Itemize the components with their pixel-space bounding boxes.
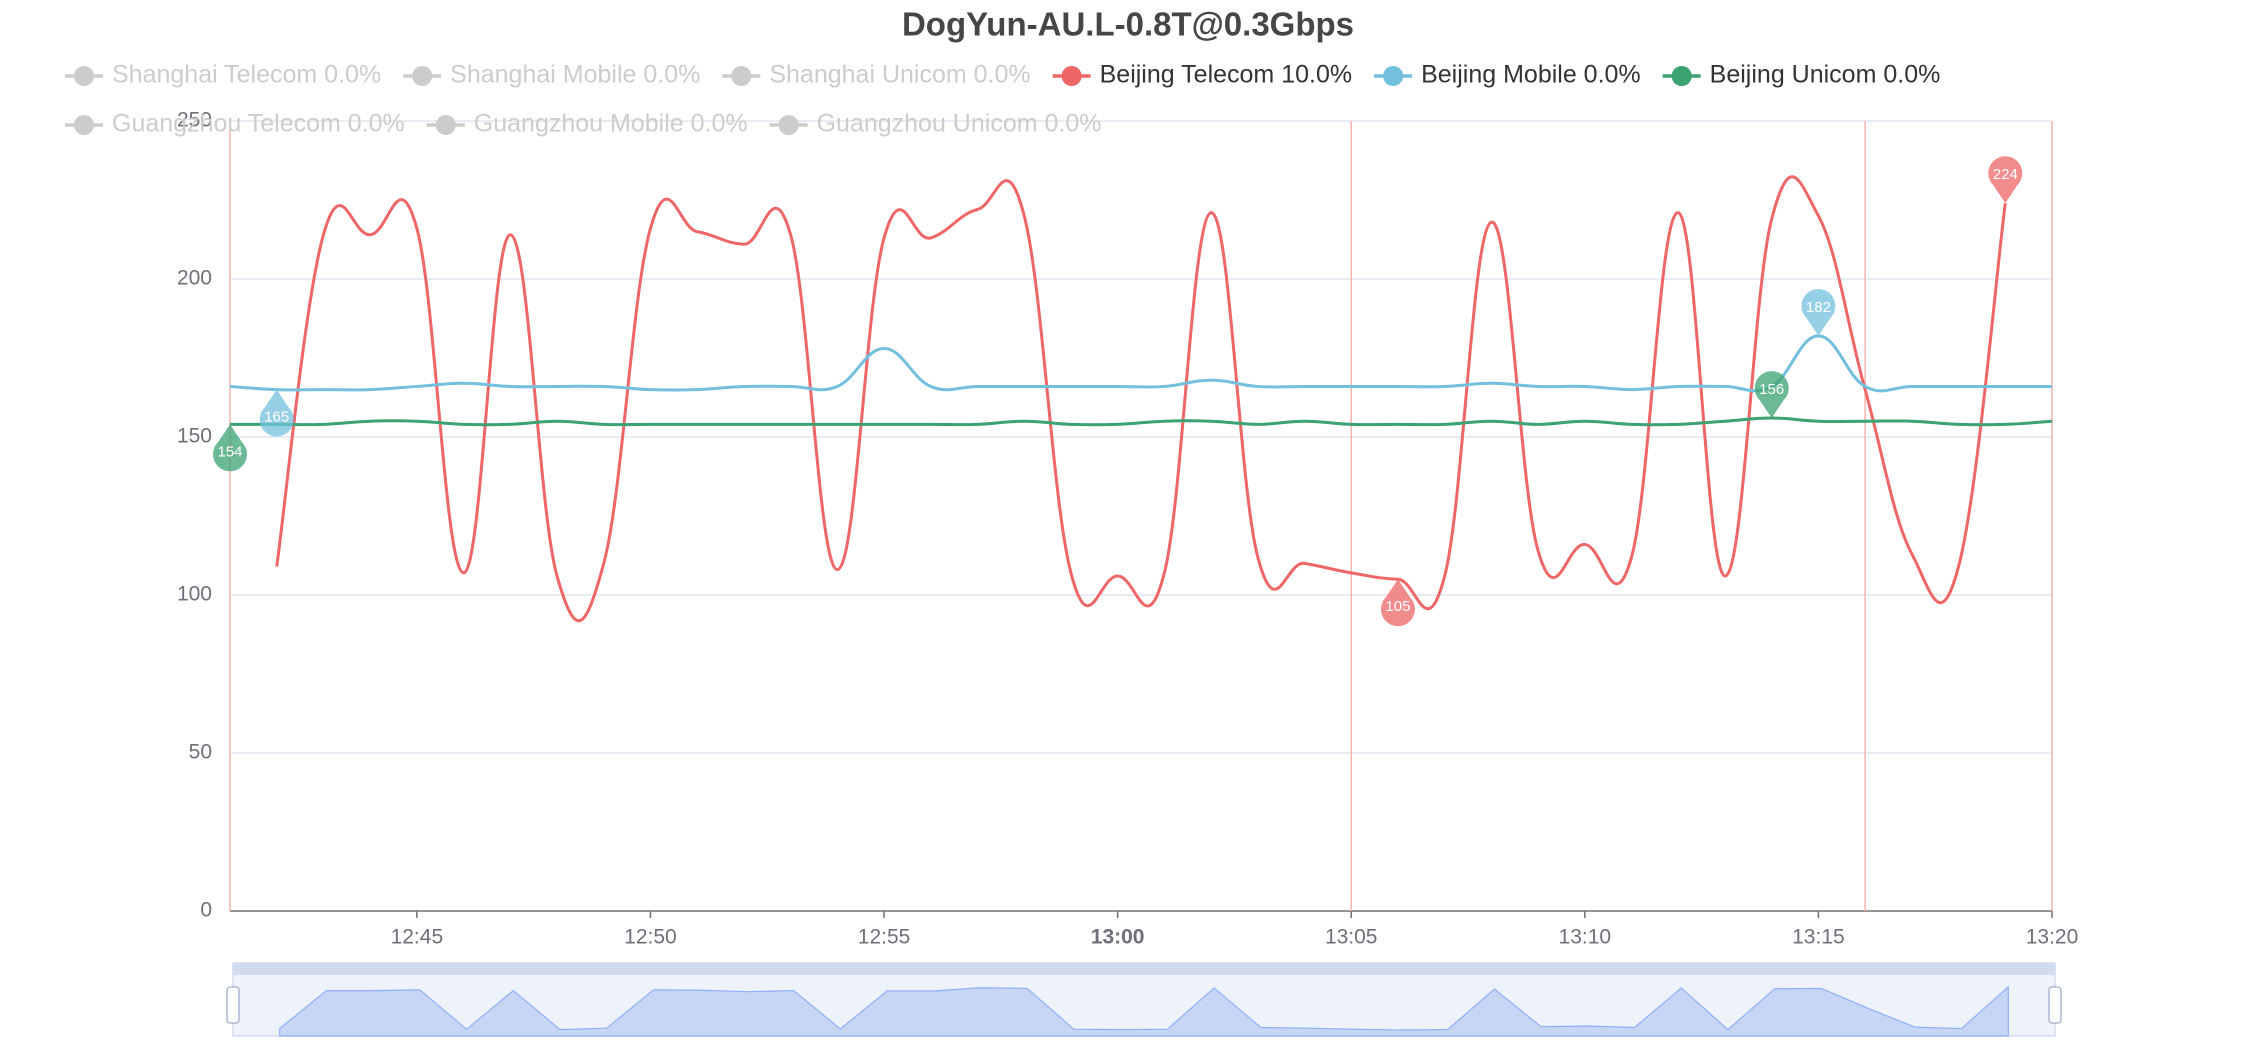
mark-label: 224 xyxy=(1993,166,2018,183)
legend-label: Beijing Telecom 10.0% xyxy=(1100,61,1352,89)
mark-label: 154 xyxy=(217,443,242,460)
legend-label: Guangzhou Mobile 0.0% xyxy=(474,110,748,138)
chart-title: DogYun-AU.L-0.8T@0.3Gbps xyxy=(902,6,1354,43)
y-tick-label: 200 xyxy=(177,267,212,290)
legend-item[interactable]: Guangzhou Telecom 0.0% xyxy=(65,110,405,138)
legend: Shanghai Telecom 0.0% Shanghai Mobile 0.0… xyxy=(65,61,1940,138)
legend-item[interactable]: Beijing Unicom 0.0% xyxy=(1662,61,1941,89)
mark-label: 105 xyxy=(1385,598,1410,615)
legend-label: Shanghai Unicom 0.0% xyxy=(769,61,1030,89)
legend-label: Shanghai Mobile 0.0% xyxy=(450,61,700,89)
mark-point: 156 xyxy=(1754,371,1789,419)
mark-pin xyxy=(1754,371,1789,419)
mark-pin xyxy=(259,389,294,437)
mark-point: 224 xyxy=(1988,156,2023,204)
legend-dot xyxy=(74,66,94,86)
legend-item[interactable]: Guangzhou Unicom 0.0% xyxy=(769,110,1102,138)
series-line xyxy=(229,416,2053,427)
legend-item[interactable]: Beijing Telecom 10.0% xyxy=(1052,61,1352,89)
legend-dot xyxy=(1671,66,1692,86)
series-line xyxy=(275,175,2007,623)
y-tick-label: 250 xyxy=(177,109,212,132)
mark-point: 182 xyxy=(1801,288,1836,336)
x-tick-label: 12:45 xyxy=(391,926,444,949)
slider-area xyxy=(279,985,2009,1037)
mark-point: 105 xyxy=(1380,579,1415,627)
legend-item[interactable]: Beijing Mobile 0.0% xyxy=(1374,61,1641,89)
mark-pin xyxy=(1801,288,1836,336)
mark-point: 165 xyxy=(259,389,294,437)
x-tick-label: 13:00 xyxy=(1091,926,1145,949)
legend-item[interactable]: Shanghai Mobile 0.0% xyxy=(403,61,700,89)
slider-handle[interactable] xyxy=(2048,986,2062,1024)
legend-label: Guangzhou Unicom 0.0% xyxy=(817,110,1102,138)
x-tick-label: 13:20 xyxy=(2026,926,2079,949)
legend-dot xyxy=(74,115,94,135)
x-tick-label: 13:05 xyxy=(1325,926,1378,949)
x-tick-label: 12:50 xyxy=(624,926,677,949)
legend-item[interactable]: Shanghai Unicom 0.0% xyxy=(722,61,1031,89)
y-tick-label: 150 xyxy=(177,425,212,448)
y-tick-label: 100 xyxy=(177,583,212,606)
legend-dot xyxy=(412,66,433,86)
x-tick-label: 13:10 xyxy=(1559,926,1612,949)
slider-handle[interactable] xyxy=(226,986,240,1024)
legend-dot xyxy=(1383,66,1404,86)
mark-point: 154 xyxy=(213,424,247,472)
legend-label: Guangzhou Telecom 0.0% xyxy=(112,110,405,138)
mark-label: 156 xyxy=(1759,381,1784,398)
legend-dot xyxy=(778,115,799,135)
x-tick-label: 13:15 xyxy=(1792,926,1845,949)
y-tick-label: 50 xyxy=(189,741,212,764)
legend-dot xyxy=(731,66,752,86)
mark-pin xyxy=(1380,579,1415,627)
legend-dot xyxy=(1061,66,1082,86)
mark-pin xyxy=(1988,156,2023,204)
mark-label: 165 xyxy=(264,409,289,426)
legend-item[interactable]: Guangzhou Mobile 0.0% xyxy=(426,110,748,138)
legend-dot xyxy=(435,115,456,135)
mark-pin xyxy=(213,424,247,472)
legend-label: Shanghai Telecom 0.0% xyxy=(112,61,381,89)
x-tick-label: 12:55 xyxy=(858,926,911,949)
y-tick-label: 0 xyxy=(200,899,212,922)
legend-label: Beijing Unicom 0.0% xyxy=(1710,61,1941,89)
slider-top-bar xyxy=(233,963,2055,975)
legend-item[interactable]: Shanghai Telecom 0.0% xyxy=(65,61,381,89)
legend-label: Beijing Mobile 0.0% xyxy=(1421,61,1641,89)
mark-label: 182 xyxy=(1806,299,1831,316)
